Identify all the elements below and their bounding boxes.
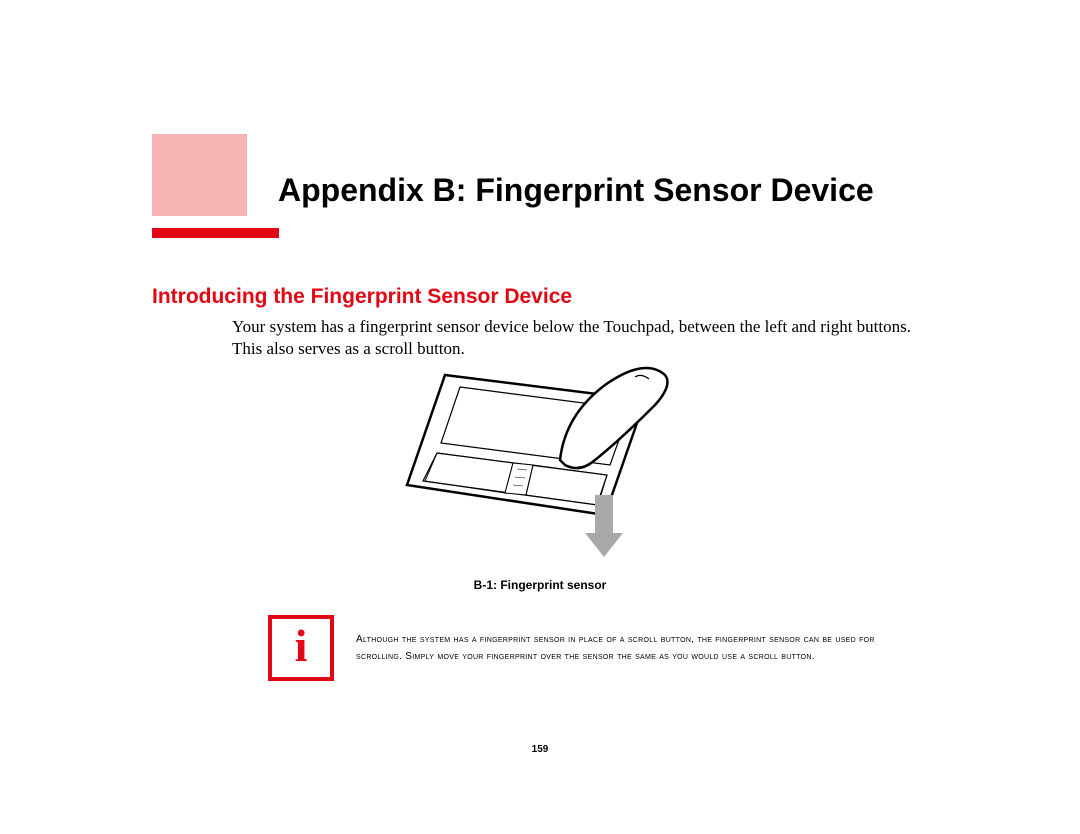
section-heading: Introducing the Fingerprint Sensor Devic… (152, 285, 572, 309)
fingerprint-figure (405, 365, 705, 580)
info-text: Although the system has a fingerprint se… (356, 631, 896, 665)
info-icon-letter: i (295, 623, 308, 669)
page-title: Appendix B: Fingerprint Sensor Device (278, 172, 874, 209)
page-number: 159 (0, 744, 1080, 755)
info-icon: i (268, 615, 334, 681)
info-callout: i Although the system has a fingerprint … (268, 615, 896, 681)
header-decoration (152, 134, 279, 238)
pink-square (152, 134, 247, 216)
red-underline-bar (152, 228, 279, 238)
figure-caption: B-1: Fingerprint sensor (0, 578, 1080, 592)
section-body-text: Your system has a fingerprint sensor dev… (232, 316, 942, 360)
